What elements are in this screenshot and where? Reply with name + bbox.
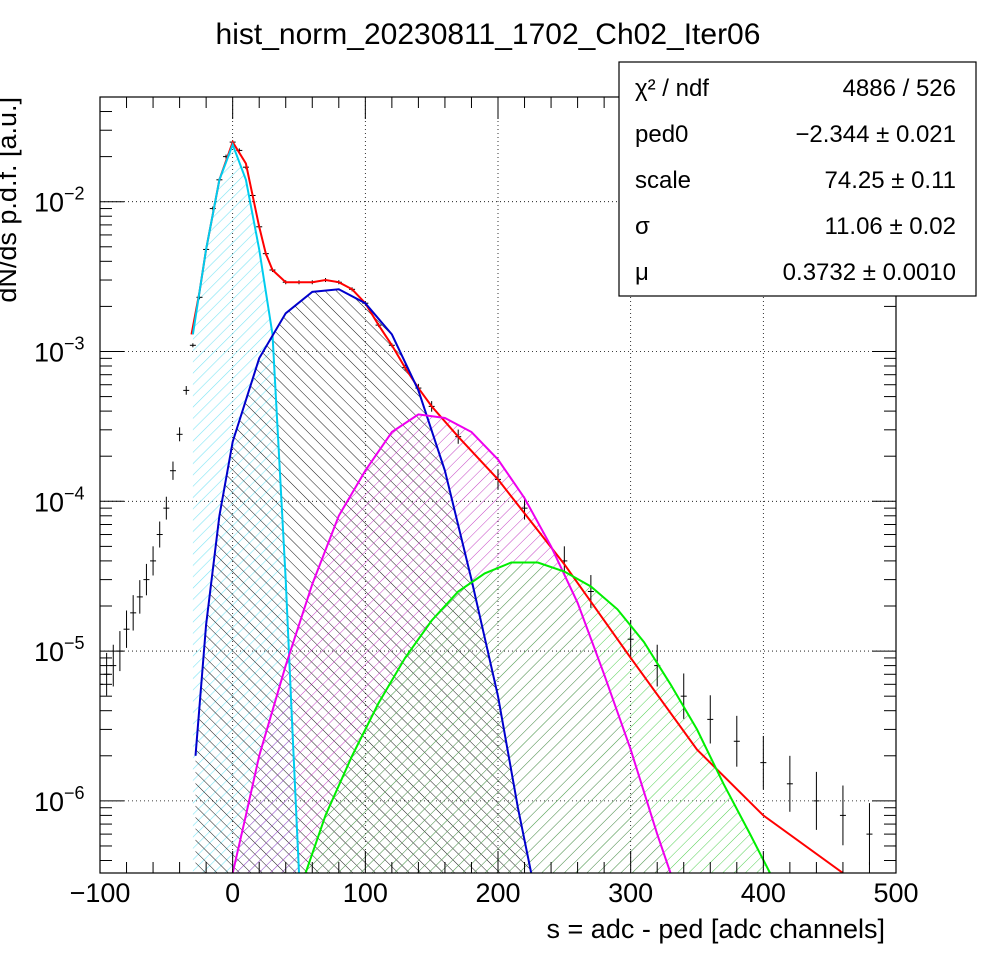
stats-label: scale <box>635 167 691 194</box>
x-axis-ticks: −100 0 100 200 300 400 500 <box>70 97 919 908</box>
x-tick-label: −100 <box>70 878 131 908</box>
x-tick-label: 200 <box>475 878 520 908</box>
y-axis-label: dN/ds p.d.f. [a.u.] <box>0 97 22 303</box>
y-tick-label: 10−6 <box>34 783 85 817</box>
x-tick-label: 100 <box>343 878 388 908</box>
stats-box: χ² / ndf 4886 / 526 ped0 −2.344 ± 0.021 scal… <box>618 61 977 297</box>
x-tick-label: 500 <box>873 878 918 908</box>
fit-curves <box>190 139 844 873</box>
total-fit-curve <box>190 139 844 873</box>
stats-value: 11.06 ± 0.02 <box>825 213 957 240</box>
y-tick-label: 10−5 <box>34 633 85 667</box>
stats-label: μ <box>635 259 649 286</box>
x-tick-label: 400 <box>741 878 786 908</box>
stats-value: 0.3732 ± 0.0010 <box>783 259 956 286</box>
y-tick-label: 10−4 <box>34 483 85 517</box>
stats-value: 74.25 ± 0.11 <box>825 167 957 194</box>
stats-label: χ² / ndf <box>635 75 709 102</box>
component-curve-4 <box>304 561 771 873</box>
chart-title: hist_norm_20230811_1702_Ch02_Iter06 <box>216 18 761 51</box>
stats-label: σ <box>635 213 650 240</box>
stats-value: 4886 / 526 <box>843 75 956 102</box>
x-axis-label: s = adc - ped [adc channels] <box>547 914 885 944</box>
stats-label: ped0 <box>635 121 688 148</box>
component-curve-2 <box>194 288 533 873</box>
y-tick-label: 10−2 <box>34 184 85 218</box>
component-fill-4 <box>305 562 770 873</box>
x-tick-label: 0 <box>225 878 240 908</box>
stats-value: −2.344 ± 0.021 <box>795 121 956 148</box>
component-fills <box>192 144 770 873</box>
y-tick-label: 10−3 <box>34 333 85 367</box>
x-tick-label: 300 <box>608 878 653 908</box>
component-curve-3 <box>231 413 672 873</box>
